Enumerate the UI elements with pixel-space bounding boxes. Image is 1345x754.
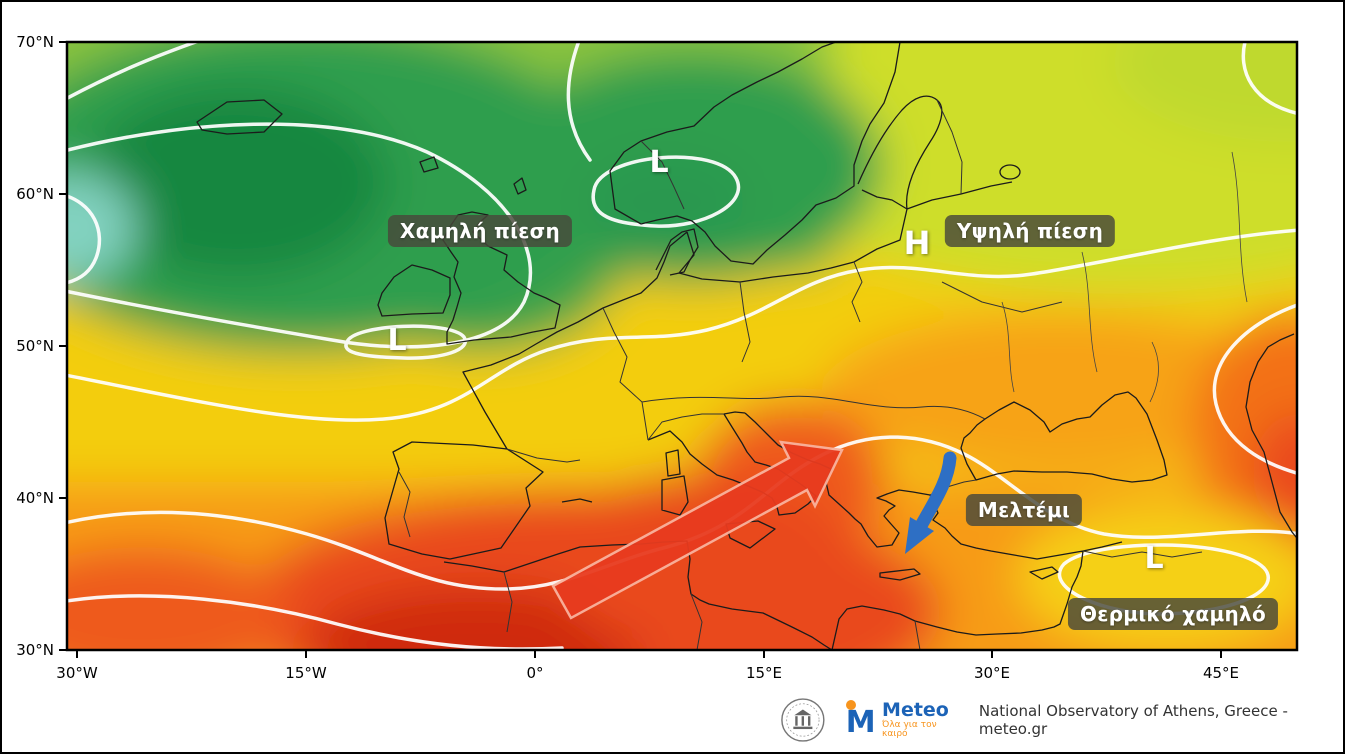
lon-tick-label: 15°W xyxy=(285,664,327,682)
latitude-axis: 70°N 60°N 50°N 40°N 30°N xyxy=(16,33,54,659)
low-pressure-label: Χαμηλή πίεση xyxy=(387,215,573,247)
meteo-logo: M Meteo Όλα για τον καιρό xyxy=(844,700,961,740)
meteo-dot-icon xyxy=(845,700,856,710)
lon-tick-label: 30°W xyxy=(56,664,98,682)
thermal-low-label: Θερμικό χαμηλό xyxy=(1067,598,1279,630)
country-borders xyxy=(398,99,1248,650)
low-symbol-thermal: L xyxy=(1144,541,1163,576)
lon-tick-label: 15°E xyxy=(746,664,782,682)
lat-tick-label: 60°N xyxy=(16,185,54,203)
high-symbol-east: H xyxy=(904,224,931,262)
lat-tick-label: 70°N xyxy=(16,33,54,51)
lon-tick-label: 30°E xyxy=(974,664,1010,682)
footer: M Meteo Όλα για τον καιρό National Obser… xyxy=(780,692,1343,748)
warm-air-arrow xyxy=(551,440,844,620)
meteo-logo-mark: M xyxy=(844,700,876,740)
high-pressure-label: Υψηλή πίεση xyxy=(944,215,1116,247)
meteo-brand-tagline: Όλα για τον καιρό xyxy=(882,719,937,739)
pressure-symbols: L L H L xyxy=(387,145,1163,576)
low-symbol-atlantic: L xyxy=(387,323,406,358)
lat-tick-label: 50°N xyxy=(16,337,54,355)
meteo-m-glyph: M xyxy=(845,705,876,740)
meltemi-label: Μελτέμι xyxy=(965,494,1083,526)
noa-seal-logo xyxy=(781,698,825,742)
low-symbol-scandinavia: L xyxy=(649,145,668,180)
longitude-axis: 30°W 15°W 0° 15°E 30°E 45°E xyxy=(56,664,1239,682)
meltemi-arrow xyxy=(905,451,957,554)
lon-tick-label: 0° xyxy=(526,664,543,682)
axis-ticks xyxy=(59,41,1222,658)
lon-tick-label: 45°E xyxy=(1203,664,1239,682)
lat-tick-label: 30°N xyxy=(16,641,54,659)
lat-tick-label: 40°N xyxy=(16,489,54,507)
attribution-text: National Observatory of Athens, Greece -… xyxy=(978,702,1288,738)
meteo-brand-name: Meteo xyxy=(882,698,949,721)
